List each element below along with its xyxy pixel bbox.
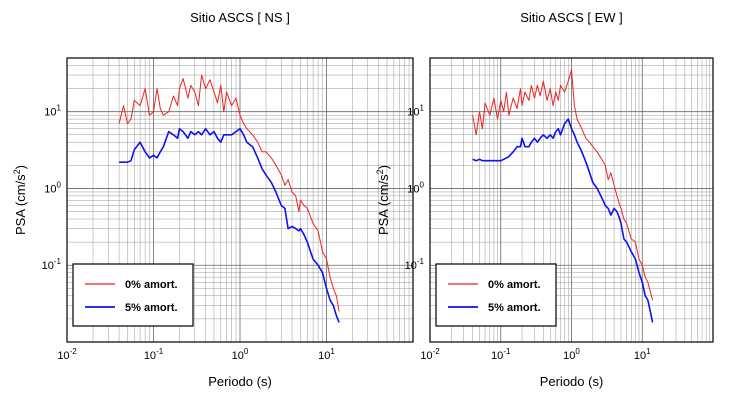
chart-title: Sitio ASCS [ EW ] — [520, 10, 623, 25]
y-tick-label: 10-1 — [42, 257, 62, 272]
series-line-damping-5 — [472, 118, 654, 323]
x-tick-label: 100 — [563, 347, 580, 362]
legend-box — [72, 263, 194, 327]
x-tick-label: 101 — [318, 347, 335, 362]
series-layer — [118, 74, 340, 323]
x-tick-base: 10 — [634, 350, 646, 362]
y-tick-exponent: -1 — [417, 257, 425, 266]
x-axis-label: Periodo (s) — [208, 374, 272, 389]
x-tick-base: 10 — [57, 350, 69, 362]
y-tick-exponent: 1 — [420, 104, 425, 113]
x-tick-base: 10 — [491, 350, 503, 362]
y-tick-label: 101 — [407, 104, 424, 119]
y-axis-label-base: PSA (cm/s — [13, 174, 28, 235]
legend-box — [435, 263, 557, 327]
chart-title: Sitio ASCS [ NS ] — [190, 10, 290, 25]
series-line-damping-0 — [472, 69, 654, 301]
y-axis-label-exponent: 2 — [375, 169, 385, 174]
y-tick-base: 10 — [44, 107, 56, 119]
y-tick-base: 10 — [405, 260, 417, 272]
y-tick-exponent: 0 — [57, 180, 62, 189]
x-tick-label: 101 — [634, 347, 651, 362]
y-tick-exponent: 1 — [57, 104, 62, 113]
series-layer — [472, 69, 654, 323]
x-tick-exponent: 1 — [330, 347, 335, 356]
x-tick-exponent: 1 — [646, 347, 651, 356]
legend-label: 5% amort. — [488, 302, 541, 314]
plot-frame — [66, 57, 414, 343]
y-tick-exponent: 0 — [420, 180, 425, 189]
x-tick-base: 10 — [144, 350, 156, 362]
y-axis-label-close: ) — [376, 165, 391, 169]
x-tick-base: 10 — [420, 350, 432, 362]
y-tick-label: 10-1 — [405, 257, 425, 272]
x-tick-label: 10-1 — [144, 347, 164, 362]
y-tick-label: 100 — [44, 180, 61, 195]
x-tick-base: 10 — [232, 350, 244, 362]
plot-frame — [429, 57, 714, 343]
legend-label: 5% amort. — [125, 302, 178, 314]
chart-panel-ew: Sitio ASCS [ EW ] 10-2 10-1 100 10110-11001… — [375, 10, 714, 389]
x-tick-label: 10-2 — [420, 347, 440, 362]
y-tick-base: 10 — [44, 183, 56, 195]
legend: 0% amort. 5% amort. — [72, 263, 194, 327]
series-line-damping-0 — [118, 74, 340, 312]
legend-label: 0% amort. — [488, 279, 541, 291]
x-tick-exponent: -2 — [70, 347, 78, 356]
x-tick-exponent: 0 — [575, 347, 580, 356]
y-axis-label-close: ) — [13, 165, 28, 169]
x-tick-exponent: -1 — [503, 347, 511, 356]
legend: 0% amort. 5% amort. — [435, 263, 557, 327]
x-tick-exponent: -1 — [156, 347, 164, 356]
y-axis-label-exponent: 2 — [12, 169, 22, 174]
y-tick-base: 10 — [407, 107, 419, 119]
series-line-damping-5 — [119, 127, 340, 323]
y-tick-base: 10 — [42, 260, 54, 272]
x-tick-base: 10 — [318, 350, 330, 362]
x-tick-exponent: 0 — [244, 347, 249, 356]
chart-panel-ns: Sitio ASCS [ NS ] 10-2 10-1 100 10110-11001… — [12, 10, 414, 389]
x-tick-exponent: -2 — [433, 347, 441, 356]
y-axis-label-base: PSA (cm/s — [376, 174, 391, 235]
x-tick-label: 10-1 — [491, 347, 511, 362]
y-tick-label: 100 — [407, 180, 424, 195]
y-tick-exponent: -1 — [54, 257, 62, 266]
y-tick-label: 101 — [44, 104, 61, 119]
x-tick-label: 10-2 — [57, 347, 77, 362]
y-axis-label: PSA (cm/s2) — [375, 165, 391, 235]
x-tick-base: 10 — [563, 350, 575, 362]
x-tick-label: 100 — [232, 347, 249, 362]
y-axis-label: PSA (cm/s2) — [12, 165, 28, 235]
y-tick-base: 10 — [407, 183, 419, 195]
x-axis-label: Periodo (s) — [540, 374, 604, 389]
legend-label: 0% amort. — [125, 279, 178, 291]
